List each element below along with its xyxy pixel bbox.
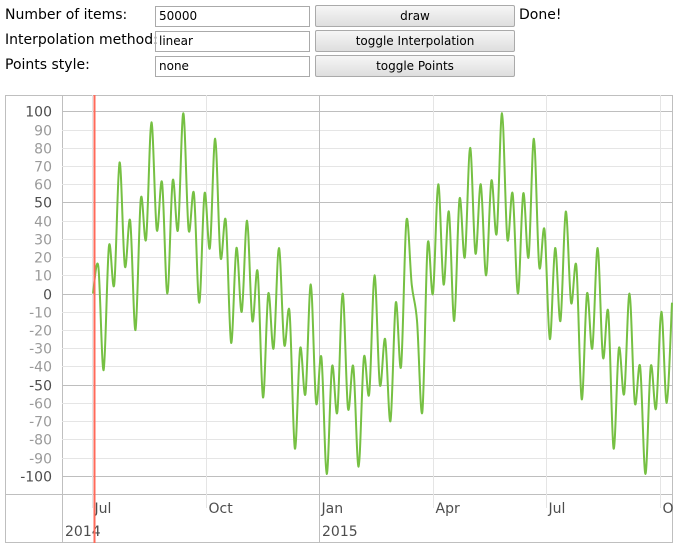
y-tick-label: -50: [29, 379, 52, 395]
y-tick-label: -60: [29, 397, 52, 413]
field-label: Points style:: [5, 57, 90, 73]
x-year-label: 2014: [65, 524, 101, 540]
x-tick-label: Jul: [94, 501, 112, 517]
y-tick-label: 10: [34, 269, 52, 285]
status-text: Done!: [519, 7, 562, 23]
y-tick-label: 80: [34, 142, 52, 158]
y-tick-label: -90: [29, 452, 52, 468]
button[interactable]: draw: [315, 5, 515, 27]
text-input[interactable]: linear: [155, 31, 310, 52]
y-tick-label: -70: [29, 415, 52, 431]
text-input[interactable]: none: [155, 56, 310, 77]
text-input[interactable]: 50000: [155, 6, 310, 27]
chart-frame: [5, 95, 673, 543]
y-tick-label: -80: [29, 433, 52, 449]
y-tick-label: -10: [29, 306, 52, 322]
button[interactable]: toggle Interpolation: [315, 30, 515, 52]
x-tick-label: Jul: [548, 501, 566, 517]
y-tick-label: 20: [34, 251, 52, 267]
y-tick-label: 100: [25, 105, 52, 121]
data-line: [92, 112, 673, 475]
field-label: Number of items:: [5, 7, 128, 23]
y-tick-label: -30: [29, 342, 52, 358]
y-tick-label: -20: [29, 324, 52, 340]
x-tick-label: Apr: [436, 501, 460, 517]
y-tick-label: 60: [34, 178, 52, 194]
x-tick-label: O: [663, 501, 674, 517]
x-tick-label: Oct: [209, 501, 234, 517]
y-tick-label: 40: [34, 215, 52, 231]
y-tick-label: 30: [34, 233, 52, 249]
y-tick-label: 0: [43, 288, 52, 304]
y-tick-label: 50: [34, 196, 52, 212]
y-tick-label: -40: [29, 360, 52, 376]
y-tick-label: -100: [20, 470, 52, 486]
field-label: Interpolation method:: [5, 32, 158, 48]
x-year-label: 2015: [322, 524, 358, 540]
button[interactable]: toggle Points: [315, 55, 515, 77]
x-tick-label: Jan: [321, 501, 344, 517]
y-tick-label: 90: [34, 124, 52, 140]
y-tick-label: 70: [34, 160, 52, 176]
